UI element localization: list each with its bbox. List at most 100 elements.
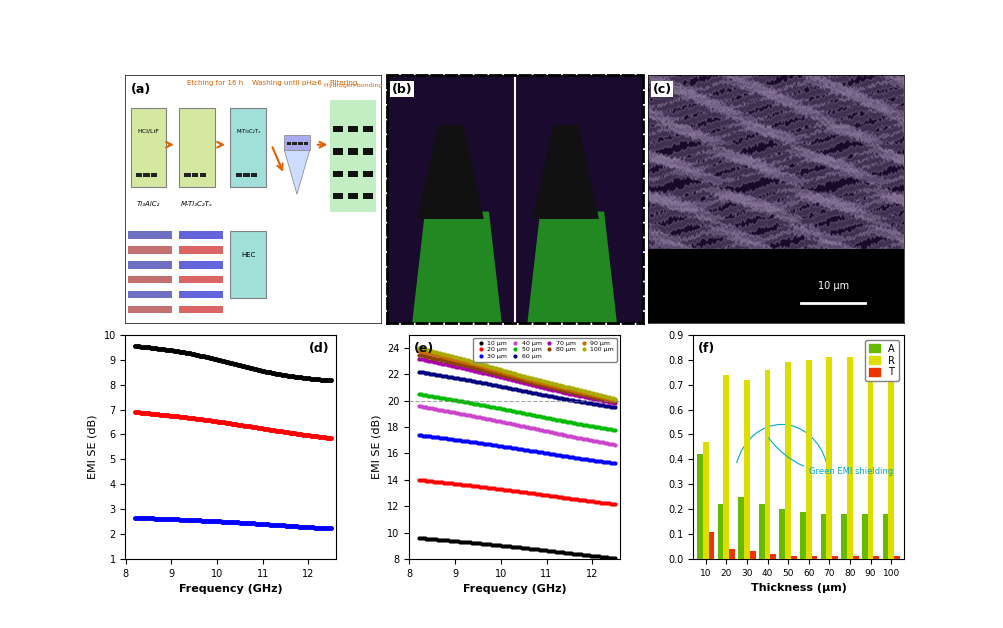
- Bar: [330, 100, 376, 212]
- 60 μm: [530, 389, 542, 397]
- Bar: [784, 362, 790, 559]
- 50 μm: [514, 409, 526, 416]
- Polygon shape: [412, 212, 502, 323]
- 80 μm: [457, 361, 469, 369]
- Bar: [180, 276, 223, 283]
- Bar: [702, 442, 708, 559]
- Bar: [180, 231, 223, 239]
- Text: M-Ti₃C₂Tₓ: M-Ti₃C₂Tₓ: [181, 201, 213, 207]
- 20 μm: [449, 480, 461, 487]
- 50 μm: [593, 423, 605, 431]
- Bar: [743, 380, 749, 559]
- Bar: [303, 142, 308, 144]
- Bar: [758, 504, 764, 559]
- 100 μm: [449, 354, 461, 361]
- 80 μm: [449, 359, 461, 367]
- Bar: [882, 514, 888, 559]
- 90 μm: [599, 394, 611, 401]
- 80 μm: [609, 398, 621, 405]
- Line: 10 μm: 10 μm: [416, 536, 616, 560]
- Bar: [867, 357, 873, 559]
- 100 μm: [609, 395, 621, 403]
- Text: Filtering: Filtering: [329, 80, 357, 86]
- Bar: [192, 173, 199, 177]
- Bar: [200, 173, 206, 177]
- Y-axis label: EMI SE (dB): EMI SE (dB): [88, 414, 98, 479]
- Bar: [231, 107, 266, 187]
- 60 μm: [514, 386, 526, 394]
- Text: HEC: HEC: [241, 252, 256, 257]
- Bar: [769, 554, 775, 559]
- 40 μm: [609, 441, 621, 448]
- 10 μm: [457, 538, 469, 546]
- Bar: [180, 291, 223, 298]
- Text: (c): (c): [652, 83, 671, 96]
- Line: 20 μm: 20 μm: [416, 479, 616, 506]
- 70 μm: [449, 363, 461, 371]
- 70 μm: [599, 397, 611, 404]
- Bar: [362, 148, 372, 154]
- 50 μm: [609, 426, 621, 434]
- Polygon shape: [417, 125, 483, 219]
- 80 μm: [593, 394, 605, 402]
- Bar: [841, 514, 847, 559]
- Text: Ti₃AlC₂: Ti₃AlC₂: [136, 201, 160, 207]
- Bar: [708, 531, 713, 559]
- Text: HCl/LiF: HCl/LiF: [137, 129, 159, 134]
- 100 μm: [514, 371, 526, 379]
- 50 μm: [457, 398, 469, 406]
- Bar: [251, 173, 257, 177]
- Bar: [647, 249, 903, 323]
- Line: 50 μm: 50 μm: [416, 392, 616, 431]
- 90 μm: [514, 373, 526, 381]
- Bar: [143, 173, 149, 177]
- Bar: [728, 549, 734, 559]
- 20 μm: [593, 499, 605, 506]
- X-axis label: Frequency (GHz): Frequency (GHz): [179, 584, 282, 594]
- Text: Washing until pH≥6: Washing until pH≥6: [252, 80, 321, 86]
- 60 μm: [457, 376, 469, 383]
- 90 μm: [530, 377, 542, 385]
- 10 μm: [599, 553, 611, 561]
- Bar: [347, 126, 357, 133]
- Bar: [185, 173, 191, 177]
- 90 μm: [457, 358, 469, 365]
- 40 μm: [530, 425, 542, 433]
- Bar: [128, 306, 172, 313]
- Bar: [332, 148, 343, 154]
- Bar: [130, 107, 166, 187]
- Bar: [790, 556, 796, 559]
- 10 μm: [412, 534, 424, 541]
- 30 μm: [449, 436, 461, 443]
- Bar: [362, 171, 372, 177]
- 40 μm: [514, 422, 526, 430]
- Bar: [128, 246, 172, 254]
- 100 μm: [412, 344, 424, 352]
- Line: 100 μm: 100 μm: [416, 347, 616, 400]
- Polygon shape: [284, 149, 310, 194]
- Line: 70 μm: 70 μm: [416, 357, 616, 404]
- 20 μm: [412, 476, 424, 484]
- 100 μm: [593, 391, 605, 398]
- Bar: [135, 173, 142, 177]
- Bar: [831, 556, 838, 559]
- 80 μm: [412, 351, 424, 359]
- 30 μm: [514, 445, 526, 453]
- 10 μm: [514, 544, 526, 551]
- Legend: 10 μm, 20 μm, 30 μm, 40 μm, 50 μm, 60 μm, 70 μm, 80 μm, 90 μm, 100 μm: 10 μm, 20 μm, 30 μm, 40 μm, 50 μm, 60 μm…: [473, 338, 616, 362]
- Bar: [819, 514, 825, 559]
- Bar: [862, 514, 867, 559]
- Bar: [298, 142, 302, 144]
- Text: Etching for 16 h: Etching for 16 h: [187, 80, 243, 86]
- 10 μm: [530, 546, 542, 553]
- Line: 30 μm: 30 μm: [416, 433, 616, 465]
- 50 μm: [530, 412, 542, 420]
- Bar: [847, 357, 852, 559]
- Legend: A, R, T: A, R, T: [864, 340, 898, 381]
- Bar: [332, 193, 343, 199]
- Bar: [243, 173, 250, 177]
- Bar: [332, 171, 343, 177]
- 50 μm: [412, 391, 424, 398]
- Bar: [236, 173, 242, 177]
- Bar: [347, 148, 357, 154]
